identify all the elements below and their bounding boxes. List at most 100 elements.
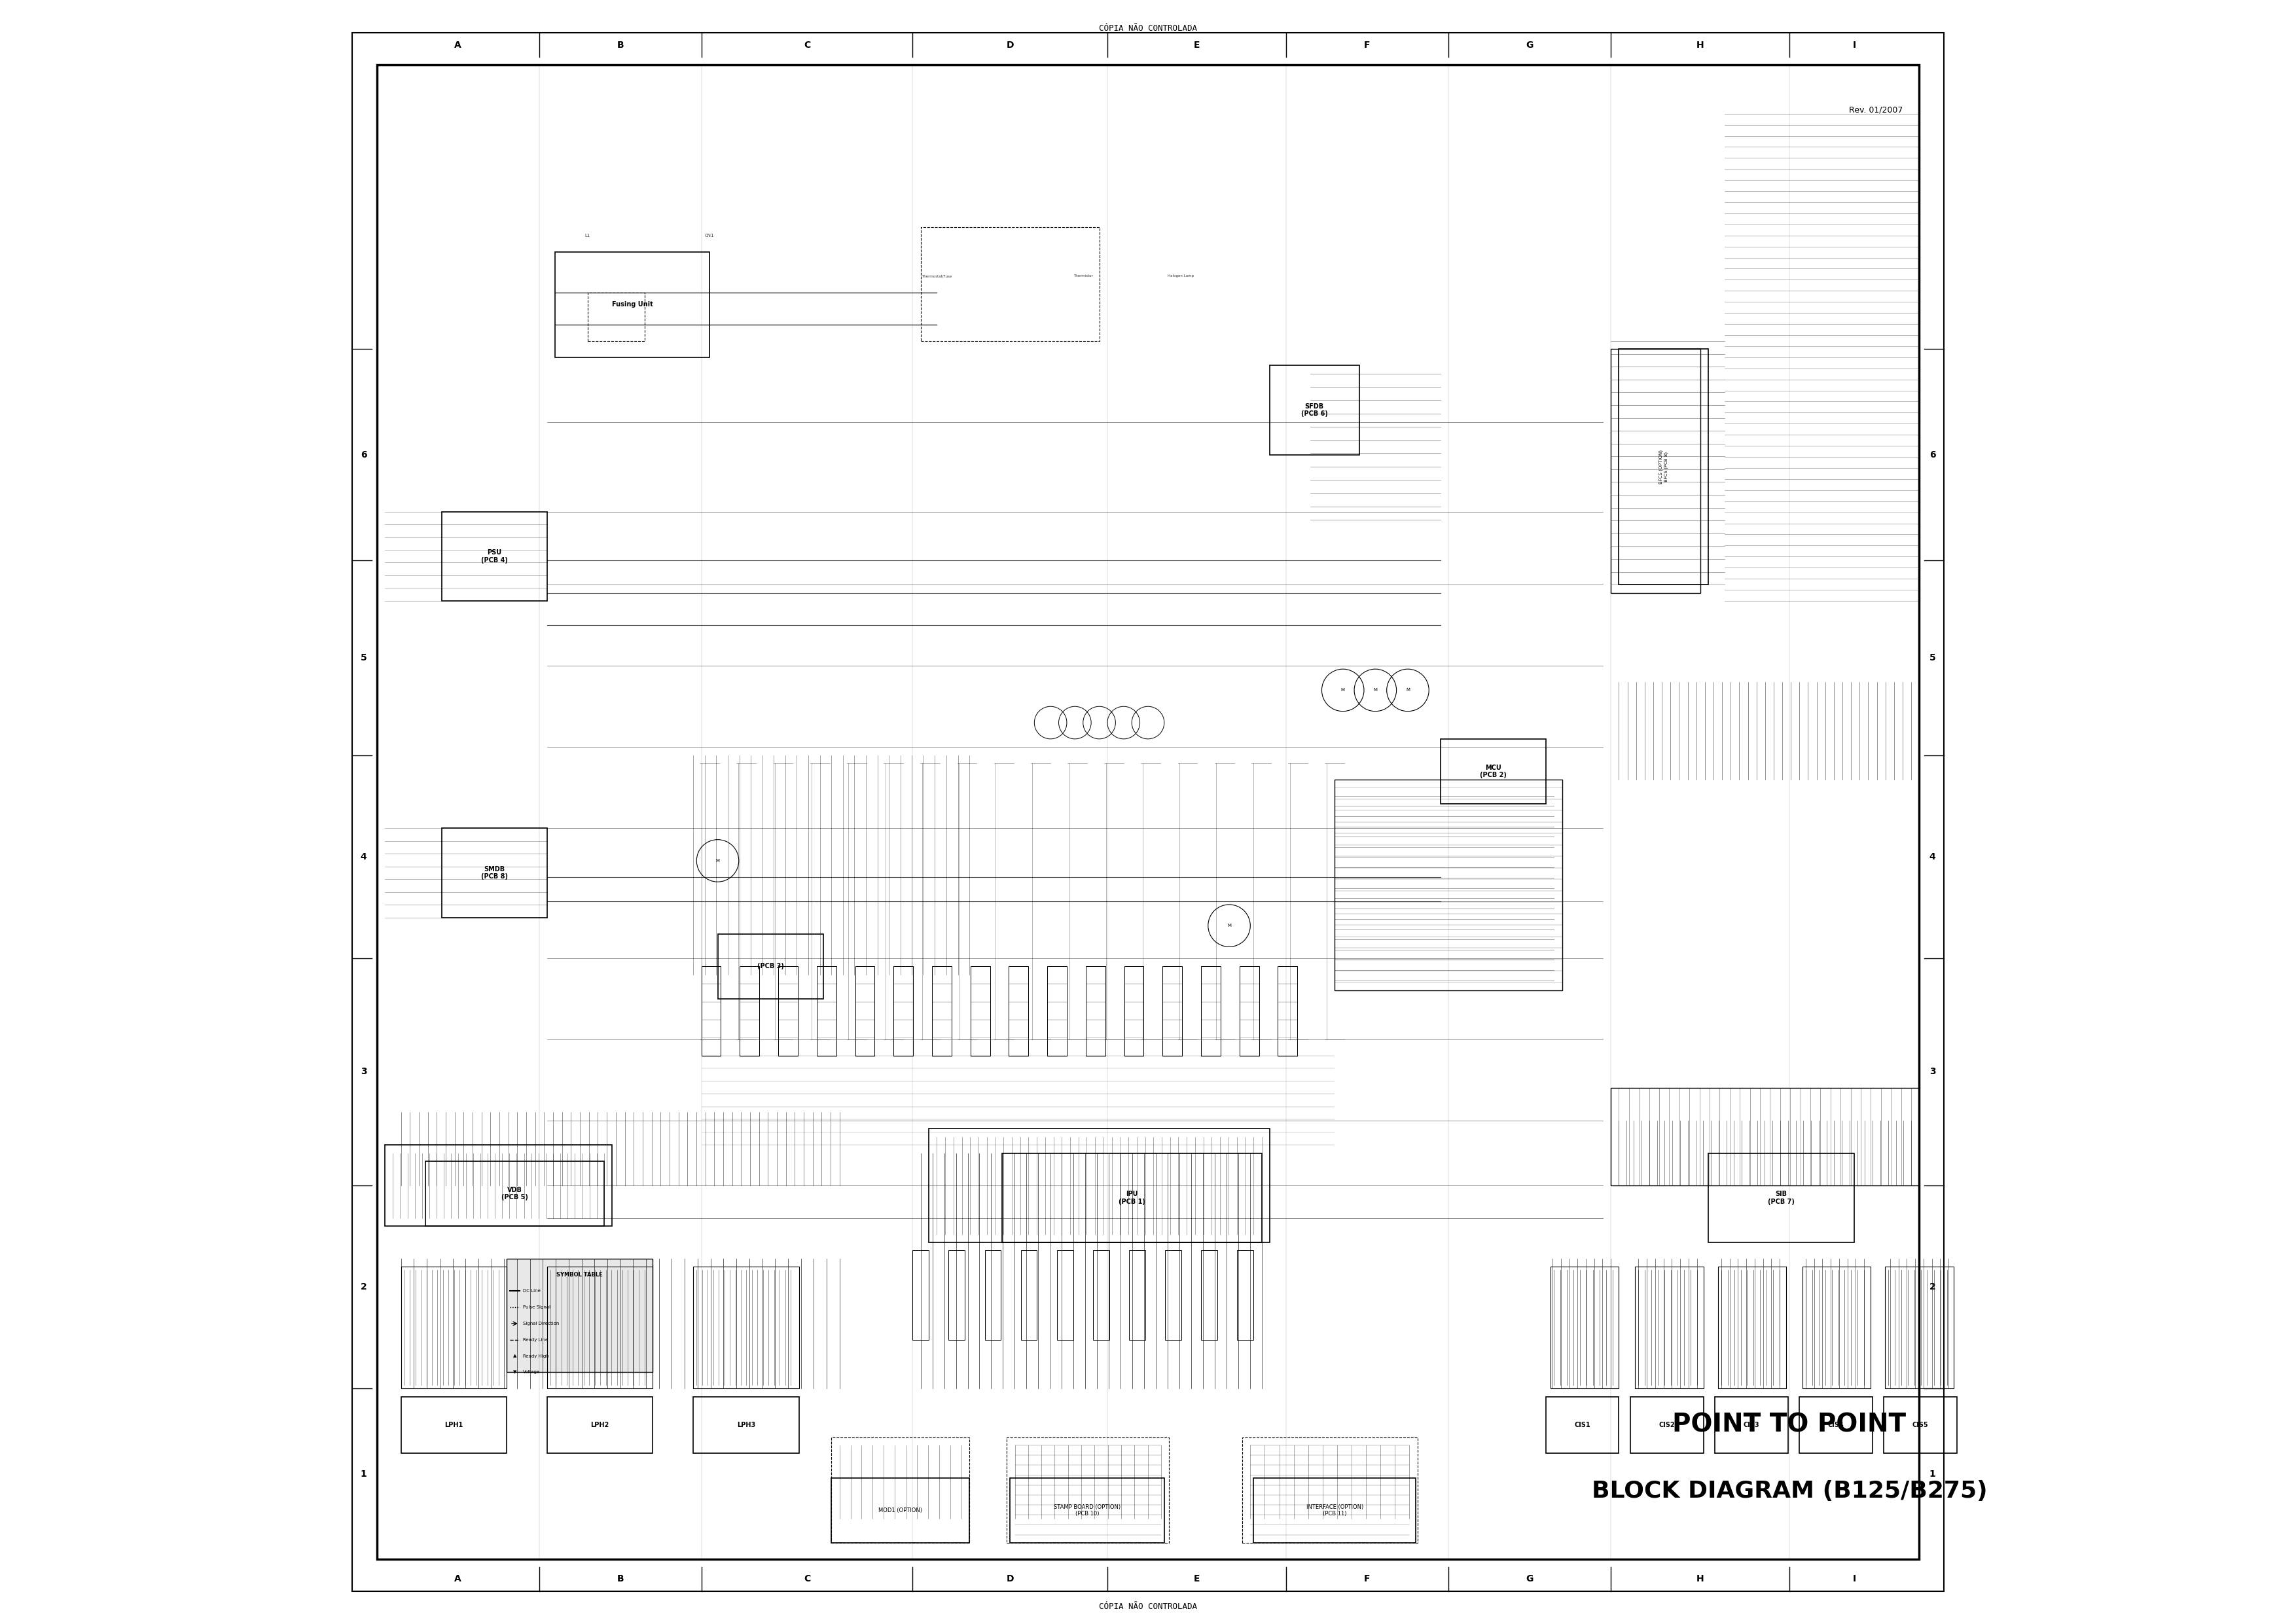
Text: SMDB
(PCB 8): SMDB (PCB 8) [480, 866, 507, 880]
Text: ▲: ▲ [512, 1354, 517, 1358]
Bar [1279, 966, 1297, 1056]
Text: G: G [1527, 41, 1534, 50]
Text: H: H [1697, 41, 1704, 50]
Bar [1715, 1397, 1789, 1453]
Text: B: B [618, 1574, 625, 1583]
Text: 1: 1 [1929, 1470, 1936, 1478]
Text: C: C [804, 1574, 810, 1583]
Bar [1635, 1267, 1704, 1389]
Bar [507, 1259, 652, 1372]
Text: H: H [1697, 1574, 1704, 1583]
Text: I: I [1853, 41, 1855, 50]
Text: Fusing Unit: Fusing Unit [613, 300, 652, 309]
Bar [1630, 1397, 1704, 1453]
Bar [556, 252, 709, 357]
Bar [1619, 349, 1708, 585]
Text: POINT TO POINT: POINT TO POINT [1671, 1413, 1906, 1437]
Text: CN1: CN1 [705, 234, 714, 237]
Text: C: C [804, 41, 810, 50]
Text: 3: 3 [1929, 1067, 1936, 1077]
Text: SYMBOL TABLE: SYMBOL TABLE [556, 1272, 604, 1278]
Text: L1: L1 [585, 234, 590, 237]
Bar [932, 966, 951, 1056]
Bar [546, 1267, 652, 1389]
Text: M: M [1373, 689, 1378, 692]
Bar [1545, 1397, 1619, 1453]
Bar [546, 1397, 652, 1453]
Text: CIS5: CIS5 [1913, 1421, 1929, 1429]
Bar [1802, 1267, 1871, 1389]
Text: Thermostat/Fuse: Thermostat/Fuse [921, 274, 953, 278]
Bar [930, 1129, 1270, 1242]
Bar [1612, 1088, 1919, 1186]
Bar [1254, 1478, 1417, 1543]
Bar [893, 966, 914, 1056]
Bar [441, 512, 546, 601]
Text: M: M [1341, 689, 1345, 692]
Text: E: E [1194, 41, 1201, 50]
Text: CÓPIA NÃO CONTROLADA: CÓPIA NÃO CONTROLADA [1100, 24, 1196, 32]
Text: 4: 4 [360, 853, 367, 861]
Text: Halogen Lamp: Halogen Lamp [1166, 274, 1194, 278]
Text: D: D [1006, 1574, 1015, 1583]
Text: CIS1: CIS1 [1575, 1421, 1591, 1429]
Bar [912, 1250, 930, 1340]
Bar [778, 966, 797, 1056]
Bar [1270, 365, 1359, 455]
Text: 4: 4 [1929, 853, 1936, 861]
Bar [1008, 966, 1029, 1056]
Bar [1334, 780, 1561, 991]
Text: 2: 2 [360, 1283, 367, 1291]
Text: 5: 5 [1929, 653, 1936, 663]
Text: 6: 6 [360, 450, 367, 460]
Bar [402, 1397, 507, 1453]
Text: VDB
(PCB 5): VDB (PCB 5) [501, 1187, 528, 1200]
Text: Signal Direction: Signal Direction [523, 1322, 558, 1325]
Bar [854, 966, 875, 1056]
Bar [1201, 1250, 1217, 1340]
Text: Pulse Signal: Pulse Signal [523, 1306, 551, 1309]
Text: Thermistor: Thermistor [1072, 274, 1093, 278]
Bar [1022, 1250, 1038, 1340]
Text: CIS4: CIS4 [1828, 1421, 1844, 1429]
Text: CIS2: CIS2 [1658, 1421, 1674, 1429]
Bar [739, 966, 760, 1056]
Text: (PCB 3): (PCB 3) [758, 963, 783, 970]
Text: BFCS (OPTION)
BFCS (PCB 8): BFCS (OPTION) BFCS (PCB 8) [1660, 450, 1669, 484]
Text: I: I [1853, 1574, 1855, 1583]
Text: CÓPIA NÃO CONTROLADA: CÓPIA NÃO CONTROLADA [1100, 1603, 1196, 1611]
Text: M: M [1228, 924, 1231, 927]
Text: Ready Line: Ready Line [523, 1338, 549, 1341]
Text: 3: 3 [360, 1067, 367, 1077]
Text: Rev. 01/2007: Rev. 01/2007 [1848, 106, 1903, 114]
Bar [1238, 1250, 1254, 1340]
Bar [1164, 1250, 1182, 1340]
Text: D: D [1006, 41, 1015, 50]
Bar [1240, 966, 1258, 1056]
Text: 5: 5 [360, 653, 367, 663]
Bar [1717, 1267, 1786, 1389]
Bar [1885, 1267, 1954, 1389]
Bar [1010, 1478, 1164, 1543]
Bar [1440, 739, 1545, 804]
Text: G: G [1527, 1574, 1534, 1583]
Text: CIS3: CIS3 [1743, 1421, 1759, 1429]
Text: E: E [1194, 1574, 1201, 1583]
Bar [831, 1437, 969, 1543]
Text: SFDB
(PCB 6): SFDB (PCB 6) [1302, 403, 1327, 417]
Bar [402, 1267, 507, 1389]
Text: INTERFACE (OPTION)
(PCB 11): INTERFACE (OPTION) (PCB 11) [1306, 1504, 1364, 1517]
Bar [921, 227, 1100, 341]
Text: A: A [455, 41, 461, 50]
Text: LPH1: LPH1 [445, 1421, 464, 1429]
Text: M: M [1405, 689, 1410, 692]
Bar [831, 1478, 969, 1543]
Bar [441, 828, 546, 918]
Text: STAMP BOARD (OPTION)
(PCB 10): STAMP BOARD (OPTION) (PCB 10) [1054, 1504, 1120, 1517]
Bar [1006, 1437, 1169, 1543]
Bar [1130, 1250, 1146, 1340]
Bar [693, 1267, 799, 1389]
Bar [985, 1250, 1001, 1340]
Text: 2: 2 [1929, 1283, 1936, 1291]
Bar [817, 966, 836, 1056]
